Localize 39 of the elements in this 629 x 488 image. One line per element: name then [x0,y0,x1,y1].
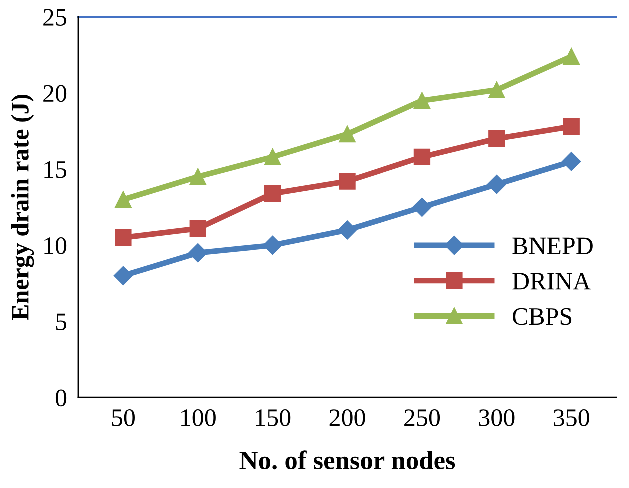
point [114,266,133,286]
point [563,48,580,65]
x-tick-label: 200 [330,410,366,426]
x-tick-label: 150 [256,410,291,426]
x-axis-title: No. of sensor nodes [240,450,456,470]
legend-label: BNEPD [512,238,593,254]
y-axis-title: Energy drain rate (J) [11,94,34,320]
legend-label: CBPS [512,308,572,326]
point [264,185,282,202]
point [563,118,580,136]
y-tick-label: 15 [44,162,67,178]
point [188,244,208,263]
point [339,126,356,143]
point [487,175,506,194]
point [263,236,282,255]
x-tick-label: 350 [554,410,590,426]
point [190,168,206,186]
y-tick-label: 20 [44,85,67,102]
point [562,152,582,172]
point [115,191,132,208]
x-tick-label: 250 [404,410,440,426]
point [488,82,506,98]
point [190,220,206,238]
point [339,173,356,190]
point [412,198,432,217]
y-tick-label: 0 [56,390,67,407]
point [338,220,358,240]
y-tick-label: 5 [56,314,67,331]
point [264,148,282,166]
legend-label: DRINA [512,273,591,290]
x-tick-label: 100 [182,410,216,426]
point [414,148,431,166]
y-tick-label: 25 [44,9,67,26]
x-tick-label: 50 [112,410,135,426]
y-tick-label: 10 [44,238,67,254]
x-tick-label: 300 [479,410,515,426]
point [115,230,132,246]
point [414,92,431,110]
point [488,130,506,148]
